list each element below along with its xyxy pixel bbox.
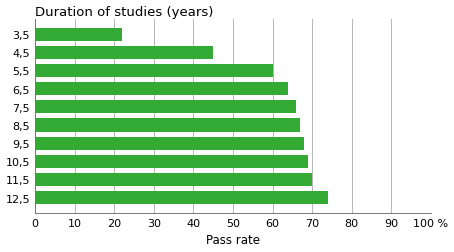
Bar bbox=[35, 137, 304, 150]
Bar bbox=[35, 65, 272, 78]
Bar bbox=[35, 191, 328, 204]
Bar bbox=[35, 83, 288, 96]
Bar bbox=[35, 119, 300, 132]
Text: Duration of studies (years): Duration of studies (years) bbox=[35, 6, 213, 18]
Bar bbox=[35, 101, 296, 114]
X-axis label: Pass rate: Pass rate bbox=[206, 234, 260, 246]
Bar bbox=[35, 155, 308, 168]
Bar bbox=[35, 47, 213, 59]
Bar bbox=[35, 28, 122, 42]
Bar bbox=[35, 173, 312, 186]
